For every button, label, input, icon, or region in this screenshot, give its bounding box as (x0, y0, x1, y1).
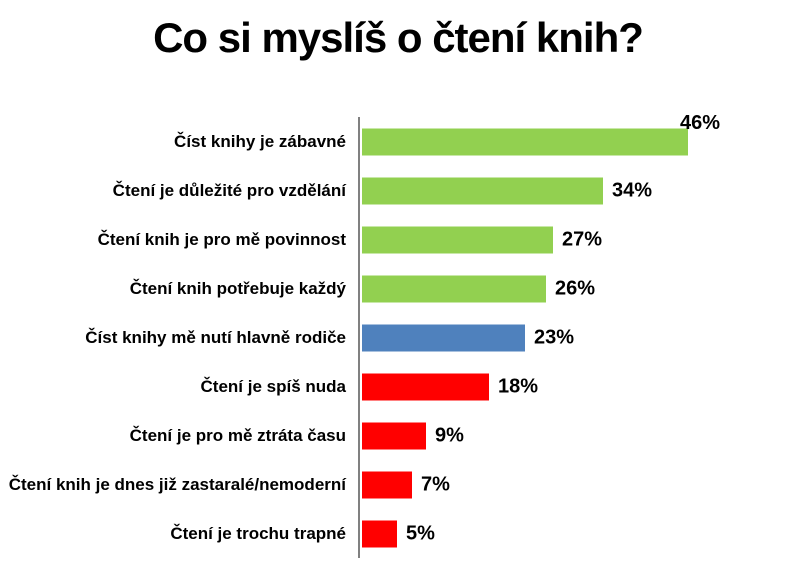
bar (362, 128, 688, 155)
value-label: 7% (421, 473, 450, 495)
value-label: 34% (612, 179, 653, 201)
category-label: Číst knihy mě nutí hlavně rodiče (85, 327, 346, 347)
chart-title: Co si myslíš o čtení knih? (153, 14, 644, 61)
bar-row: Čtení je spíš nuda 18% (0, 362, 796, 411)
value-label: 27% (562, 228, 603, 250)
category-label: Čtení je spíš nuda (200, 376, 346, 396)
bar (362, 324, 525, 351)
bar-row: Čtení knih potřebuje každý 26% (0, 264, 796, 313)
bar-row: Čtení knih je dnes již zastaralé/nemoder… (0, 460, 796, 509)
value-label: 26% (555, 277, 596, 299)
bar (362, 177, 603, 204)
value-label: 5% (406, 522, 435, 544)
bar (362, 275, 546, 302)
bar-row: Čtení knih je pro mě povinnost 27% (0, 215, 796, 264)
value-label: 23% (534, 326, 575, 348)
bar-row: Číst knihy je zábavné 46% (0, 112, 796, 166)
bar (362, 226, 553, 253)
category-label: Čtení knih je pro mě povinnost (97, 229, 346, 249)
bar-row: Číst knihy mě nutí hlavně rodiče 23% (0, 313, 796, 362)
y-axis-line (358, 117, 360, 558)
bar (362, 373, 489, 400)
category-label: Číst knihy je zábavné (174, 131, 346, 151)
bar (362, 471, 412, 498)
bar-rows-container: Číst knihy je zábavné 46% Čtení je důležit… (0, 112, 796, 558)
category-label: Čtení je pro mě ztráta času (129, 425, 346, 445)
bar-row: Čtení je důležité pro vzdělání 34% (0, 166, 796, 215)
value-label: 9% (435, 424, 464, 446)
category-label: Čtení je trochu trapné (170, 523, 346, 543)
category-label: Čtení knih je dnes již zastaralé/nemoder… (8, 474, 346, 494)
plot-area: Číst knihy je zábavné 46% Čtení je důležit… (0, 112, 796, 558)
category-label: Čtení knih potřebuje každý (129, 278, 346, 298)
bar (362, 422, 426, 449)
category-label: Čtení je důležité pro vzdělání (112, 180, 346, 200)
value-label: 18% (498, 375, 539, 397)
value-label: 46% (680, 112, 721, 134)
bar-row: Čtení je pro mě ztráta času 9% (0, 411, 796, 460)
bar (362, 520, 397, 547)
bar-row: Čtení je trochu trapné 5% (0, 509, 796, 558)
